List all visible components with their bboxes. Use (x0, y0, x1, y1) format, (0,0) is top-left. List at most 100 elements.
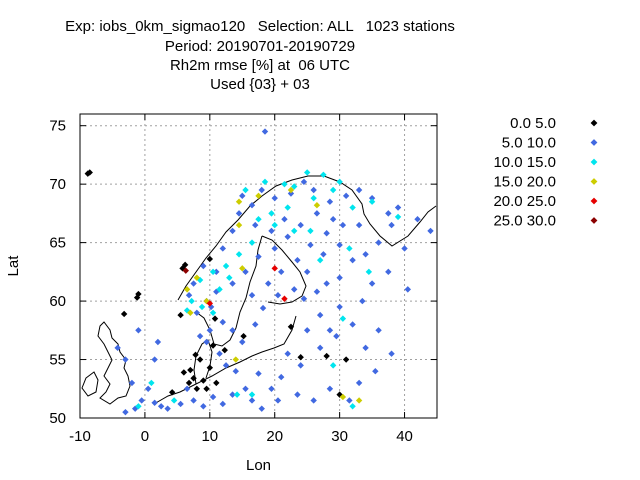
data-point (157, 403, 165, 410)
data-point (120, 310, 128, 318)
data-point (219, 318, 226, 326)
chart-title-line-1: Exp: iobs_0km_sigmao120 Selection: ALL 1… (65, 18, 455, 35)
data-point (255, 216, 262, 223)
data-point (213, 268, 220, 276)
data-point (401, 245, 408, 252)
data-point (261, 178, 269, 186)
data-point (168, 389, 176, 396)
data-point (200, 377, 207, 384)
data-point (258, 405, 265, 412)
data-point (229, 391, 236, 398)
data-point (326, 385, 334, 392)
data-point (221, 346, 228, 354)
y-tick-label: 50 (49, 410, 66, 427)
coastline-finland (261, 235, 307, 305)
data-point (303, 327, 311, 334)
data-point (235, 221, 243, 229)
data-point (255, 192, 262, 200)
data-point (291, 227, 298, 235)
data-point (181, 261, 189, 269)
data-point (170, 397, 178, 404)
data-point (206, 300, 214, 307)
data-point (252, 221, 259, 229)
chart-title-line-2: Period: 20190701-20190729 (164, 38, 356, 55)
data-point (213, 379, 220, 387)
data-point (278, 373, 285, 381)
coastline-sweden-east (195, 235, 263, 347)
data-point (284, 204, 291, 211)
data-point (219, 400, 226, 408)
data-point (355, 186, 363, 194)
x-tick-label: -10 (69, 428, 91, 445)
legend-label: 25.0 30.0 (493, 213, 556, 230)
data-point (271, 194, 278, 202)
y-tick-label: 55 (49, 352, 66, 369)
data-point (193, 309, 201, 316)
coastline-baltic-south (153, 315, 297, 405)
data-point (349, 204, 356, 211)
data-point (255, 253, 262, 260)
data-point (291, 286, 298, 293)
data-point (196, 356, 204, 363)
data-point (326, 198, 334, 205)
data-point (336, 178, 343, 186)
data-point (128, 379, 136, 387)
data-point (180, 369, 188, 376)
data-point (355, 397, 363, 404)
data-point (339, 315, 347, 322)
data-point (200, 403, 207, 410)
data-point (355, 221, 363, 229)
data-point (255, 370, 262, 377)
data-point (209, 268, 217, 276)
data-point (190, 397, 197, 404)
data-point (326, 327, 334, 334)
data-point (359, 297, 366, 305)
legend-marker (590, 119, 598, 127)
y-tick-label: 70 (49, 176, 66, 193)
data-point (281, 180, 288, 188)
data-point (135, 290, 142, 298)
data-point (188, 297, 195, 305)
data-point (86, 169, 93, 176)
coastline-britain (97, 321, 131, 405)
data-point (239, 338, 246, 346)
data-point (385, 210, 392, 217)
data-point (294, 256, 301, 264)
data-point (151, 399, 158, 406)
data-point (297, 221, 304, 229)
data-point (185, 292, 193, 299)
data-point (394, 213, 402, 221)
data-point (193, 274, 201, 281)
y-tick-label: 60 (49, 293, 66, 310)
data-point (323, 280, 330, 287)
data-point (362, 251, 369, 258)
data-point (329, 362, 337, 369)
data-point (240, 332, 247, 340)
data-point (294, 391, 301, 398)
data-point (385, 268, 392, 276)
data-point (310, 194, 317, 202)
data-point (151, 356, 158, 363)
data-point (336, 274, 343, 281)
axes: -10 0 10 20 30 40 50 55 60 65 70 75 (49, 114, 437, 445)
data-point (300, 178, 308, 186)
data-point (192, 351, 199, 359)
legend-marker (590, 197, 598, 205)
data-point (232, 356, 239, 363)
data-point (154, 338, 162, 346)
data-point (339, 393, 347, 401)
data-point (349, 321, 356, 328)
coastline-map (81, 175, 437, 405)
data-point (242, 385, 249, 392)
chart-title-line-4: Used {03} + 03 (210, 76, 310, 93)
data-point (209, 309, 217, 316)
x-tick-label: 20 (266, 428, 283, 445)
data-point (268, 227, 275, 235)
data-point (310, 397, 317, 404)
data-point (342, 356, 350, 363)
data-point (310, 186, 317, 194)
data-point (177, 400, 184, 408)
data-point (265, 280, 272, 287)
data-point (138, 397, 145, 404)
